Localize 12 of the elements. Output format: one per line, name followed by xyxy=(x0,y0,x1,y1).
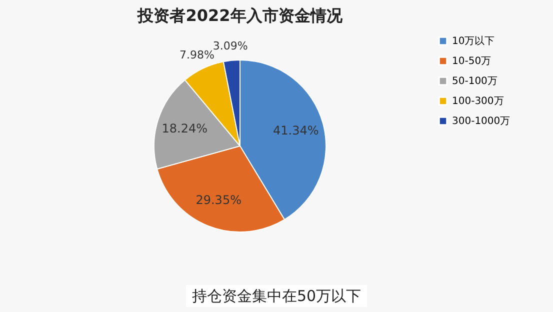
data-label: 3.09% xyxy=(212,39,248,52)
legend-label: 100-300万 xyxy=(452,96,504,107)
legend-label: 10-50万 xyxy=(452,56,492,67)
data-label: 29.35% xyxy=(196,192,242,207)
data-label: 41.34% xyxy=(272,123,319,138)
data-label: 18.24% xyxy=(162,122,208,136)
legend-label: 10万以下 xyxy=(452,35,495,47)
text: 持仓资金集中在50万以下 xyxy=(186,285,368,307)
chart-title: 投资者2022年入市资金情况 xyxy=(136,6,344,25)
legend-label: 50-100万 xyxy=(452,76,498,87)
data-label: 7.98% xyxy=(179,48,214,62)
legend-label: 300-1000万 xyxy=(452,116,510,127)
